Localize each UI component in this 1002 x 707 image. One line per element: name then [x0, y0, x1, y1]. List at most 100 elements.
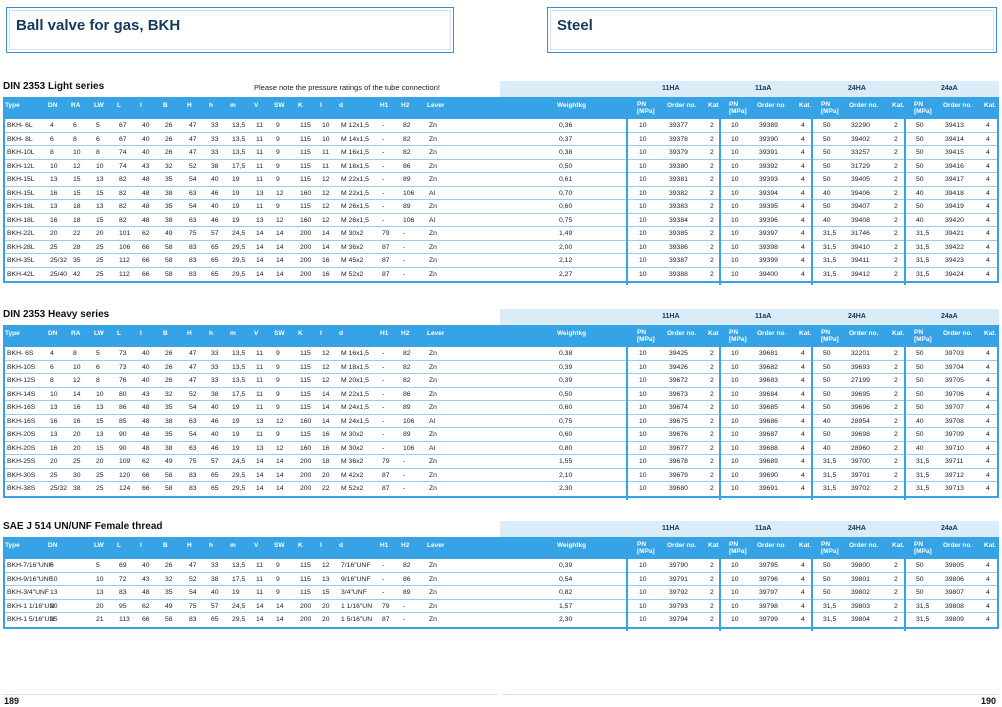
column-header: B: [163, 542, 168, 549]
table-cell-B: 35: [165, 404, 173, 411]
table-cell-pn1: 10: [639, 485, 647, 492]
table-cell-B: 49: [165, 230, 173, 237]
column-header: Type: [5, 102, 20, 109]
table-cell-H1: 87: [382, 257, 390, 264]
table-cell-k1: 2: [710, 575, 714, 583]
table-cell-d: M 12x1,5: [341, 122, 369, 129]
table-cell-weight: 0,38: [559, 149, 573, 156]
table-cell-SW: 9: [276, 122, 280, 129]
table-cell-k2: 4: [801, 602, 805, 610]
table-cell-k1: 2: [710, 122, 714, 129]
table-cell-ra: 15: [73, 176, 81, 183]
table-row: BKH-25S 20 25 20 109 62 49 75 57 24,5 14 14 200 18 M 3…: [5, 455, 997, 469]
column-header: V: [254, 102, 259, 109]
table-cell-weight: 0,50: [559, 162, 573, 170]
table-cell-o2: 39797: [759, 589, 778, 596]
table-cell-m: 13,5: [232, 363, 246, 371]
column-header: Lever: [427, 330, 445, 337]
table-cell-o2: 39682: [759, 363, 778, 371]
table-cell-H2: 82: [403, 363, 411, 371]
table-cell-H1: 87: [382, 270, 390, 278]
table-cell-k2: 4: [801, 350, 805, 357]
table-cell-l: 40: [142, 377, 150, 384]
page-number-left: 189: [4, 696, 20, 706]
table-cell-SW: 12: [276, 216, 284, 224]
table-cell-k4: 4: [986, 243, 990, 251]
table-cell-type: BKH-12L: [7, 162, 35, 170]
table-cell-L: 82: [119, 203, 127, 210]
column-header: LW: [94, 102, 104, 109]
table-cell-m: 13,5: [232, 149, 246, 156]
table-cell-o3: 31729: [851, 162, 870, 170]
table-cell-l: 66: [142, 471, 150, 479]
table-cell-k4: 4: [986, 149, 990, 156]
column-header: H2: [401, 102, 410, 109]
table-cell-type: BKH-12S: [7, 377, 36, 384]
table-cell-o1: 39384: [669, 216, 688, 224]
table-cell-pn1: 10: [639, 575, 647, 583]
table-cell-h: 40: [211, 176, 219, 183]
table-cell-B: 38: [165, 444, 173, 452]
table-cell-pn1: 10: [639, 458, 647, 465]
table-cell-B: 26: [165, 363, 173, 371]
table-cell-d: M 30x2: [341, 431, 364, 438]
table-cell-d: M 26x1,5: [341, 216, 369, 224]
table-cell-K: 115: [300, 203, 311, 210]
table-cell-pn1: 10: [639, 390, 647, 398]
column-header: Kat.: [984, 542, 997, 549]
table-cell-SW: 14: [276, 243, 284, 251]
table-cell-o3: 39408: [851, 216, 870, 224]
table-cell-type: BKH-18L: [7, 216, 35, 224]
table-cell-V: 14: [256, 257, 264, 264]
table-cell-dn: 10: [50, 390, 58, 398]
column-header: DN: [48, 330, 58, 337]
table-cell-H1: -: [382, 216, 385, 224]
table-cell-L: 69: [119, 562, 127, 569]
table-cell-dn: 10: [50, 575, 58, 583]
table-cell-pn4: 40: [916, 216, 924, 224]
column-group-divider: [904, 537, 906, 631]
table-cell-m: 17,5: [232, 162, 246, 170]
column-header: d: [339, 330, 343, 337]
section-title: DIN 2353 Light series: [3, 81, 105, 92]
table-cell-L: 113: [119, 616, 130, 623]
column-header: K: [298, 330, 303, 337]
table-cell-l: 48: [142, 404, 150, 411]
table-cell-V: 11: [256, 404, 264, 411]
table-cell-k3: 2: [894, 390, 898, 398]
table-cell-L: 90: [119, 444, 127, 452]
table-cell-o1: 39673: [669, 390, 688, 398]
table-cell-o3: 39698: [851, 431, 870, 438]
table-cell-pn3: 31,5: [823, 230, 837, 237]
table-cell-o4: 39807: [945, 589, 964, 596]
table-cell-k2: 4: [801, 176, 805, 183]
column-header: Order no.: [849, 330, 879, 337]
section-title: SAE J 514 UN/UNF Female thread: [3, 521, 163, 532]
table-cell-pn1: 10: [639, 203, 647, 210]
table-cell-lw: 10: [96, 162, 104, 170]
table-cell-i: 14: [322, 390, 330, 398]
section-heavy-series: DIN 2353 Heavy series 11HA 11aA 24HA 24aA T…: [0, 309, 1002, 509]
table-cell-lw: 13: [96, 404, 104, 411]
table-cell-pn4: 40: [916, 417, 924, 425]
table-cell-o4: 39710: [945, 444, 964, 452]
table-cell-o4: 39424: [945, 270, 964, 278]
table-cell-lw: 5: [96, 122, 100, 129]
table-cell-type: BKH-16S: [7, 404, 36, 411]
table-cell-K: 115: [300, 363, 311, 371]
table-cell-pn1: 10: [639, 149, 647, 156]
table-cell-lw: 25: [96, 270, 104, 278]
table-cell-m: 24,5: [232, 230, 246, 237]
table-cell-d: M 45x2: [341, 257, 364, 264]
table-cell-o1: 39383: [669, 203, 688, 210]
table-cell-h: 33: [211, 350, 219, 357]
table-cell-k2: 4: [801, 485, 805, 492]
table-row: BKH-15L 13 15 13 82 48 35 54 40 19 11 9 115 12 M 22x1,…: [5, 173, 997, 187]
table-cell-pn1: 10: [639, 270, 647, 278]
table-cell-ra: 42: [73, 270, 81, 278]
table-cell-pn1: 10: [639, 417, 647, 425]
table-cell-l: 66: [142, 257, 150, 264]
table-cell-o2: 39690: [759, 471, 778, 479]
table-cell-d: M 26x1,5: [341, 203, 369, 210]
table-cell-k3: 2: [894, 122, 898, 129]
